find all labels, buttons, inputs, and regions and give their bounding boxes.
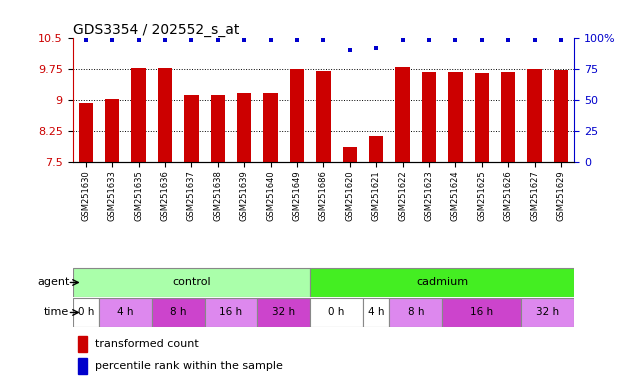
Text: percentile rank within the sample: percentile rank within the sample bbox=[95, 361, 283, 371]
Bar bbox=[257, 298, 310, 327]
Point bbox=[451, 36, 461, 43]
Bar bbox=[363, 298, 389, 327]
Bar bbox=[152, 298, 204, 327]
Point bbox=[345, 46, 355, 53]
Bar bbox=[211, 94, 225, 162]
Bar bbox=[263, 93, 278, 162]
Bar bbox=[290, 70, 304, 162]
Bar bbox=[310, 298, 363, 327]
Text: control: control bbox=[172, 278, 211, 288]
Bar bbox=[396, 66, 410, 162]
Text: 0 h: 0 h bbox=[78, 308, 94, 318]
Text: 4 h: 4 h bbox=[368, 308, 384, 318]
Point bbox=[266, 36, 276, 43]
Bar bbox=[369, 136, 384, 162]
Bar bbox=[158, 68, 172, 162]
Bar bbox=[422, 72, 436, 162]
Bar bbox=[131, 68, 146, 162]
Text: cadmium: cadmium bbox=[416, 278, 468, 288]
Bar bbox=[73, 298, 99, 327]
Text: transformed count: transformed count bbox=[95, 339, 199, 349]
Point bbox=[319, 36, 329, 43]
Text: 32 h: 32 h bbox=[536, 308, 559, 318]
Point bbox=[371, 45, 381, 51]
Text: 0 h: 0 h bbox=[328, 308, 345, 318]
Point bbox=[239, 36, 249, 43]
Bar bbox=[310, 268, 574, 297]
Bar bbox=[501, 72, 516, 162]
Bar bbox=[448, 72, 463, 162]
Point bbox=[477, 36, 487, 43]
Bar bbox=[204, 298, 257, 327]
Point bbox=[529, 36, 540, 43]
Text: 16 h: 16 h bbox=[470, 308, 493, 318]
Bar bbox=[237, 93, 251, 162]
Text: 8 h: 8 h bbox=[408, 308, 424, 318]
Bar bbox=[528, 70, 542, 162]
Bar bbox=[389, 298, 442, 327]
Point bbox=[424, 36, 434, 43]
Bar bbox=[99, 298, 152, 327]
Point bbox=[107, 36, 117, 43]
Bar bbox=[78, 358, 86, 374]
Text: 4 h: 4 h bbox=[117, 308, 134, 318]
Bar bbox=[184, 96, 199, 162]
Bar bbox=[78, 103, 93, 162]
Bar bbox=[73, 268, 310, 297]
Text: 32 h: 32 h bbox=[272, 308, 295, 318]
Point bbox=[556, 36, 566, 43]
Text: agent: agent bbox=[37, 278, 69, 288]
Bar bbox=[105, 99, 119, 162]
Point bbox=[186, 36, 196, 43]
Bar bbox=[442, 298, 521, 327]
Bar bbox=[343, 147, 357, 162]
Text: GDS3354 / 202552_s_at: GDS3354 / 202552_s_at bbox=[73, 23, 239, 37]
Bar bbox=[554, 70, 569, 162]
Point bbox=[213, 36, 223, 43]
Point bbox=[398, 36, 408, 43]
Point bbox=[81, 36, 91, 43]
Bar bbox=[475, 73, 489, 162]
Bar bbox=[521, 298, 574, 327]
Point bbox=[160, 36, 170, 43]
Text: 16 h: 16 h bbox=[220, 308, 242, 318]
Bar bbox=[316, 71, 331, 162]
Text: 8 h: 8 h bbox=[170, 308, 186, 318]
Point bbox=[134, 36, 144, 43]
Bar bbox=[78, 336, 86, 352]
Text: time: time bbox=[44, 308, 69, 318]
Point bbox=[292, 36, 302, 43]
Point bbox=[503, 36, 513, 43]
